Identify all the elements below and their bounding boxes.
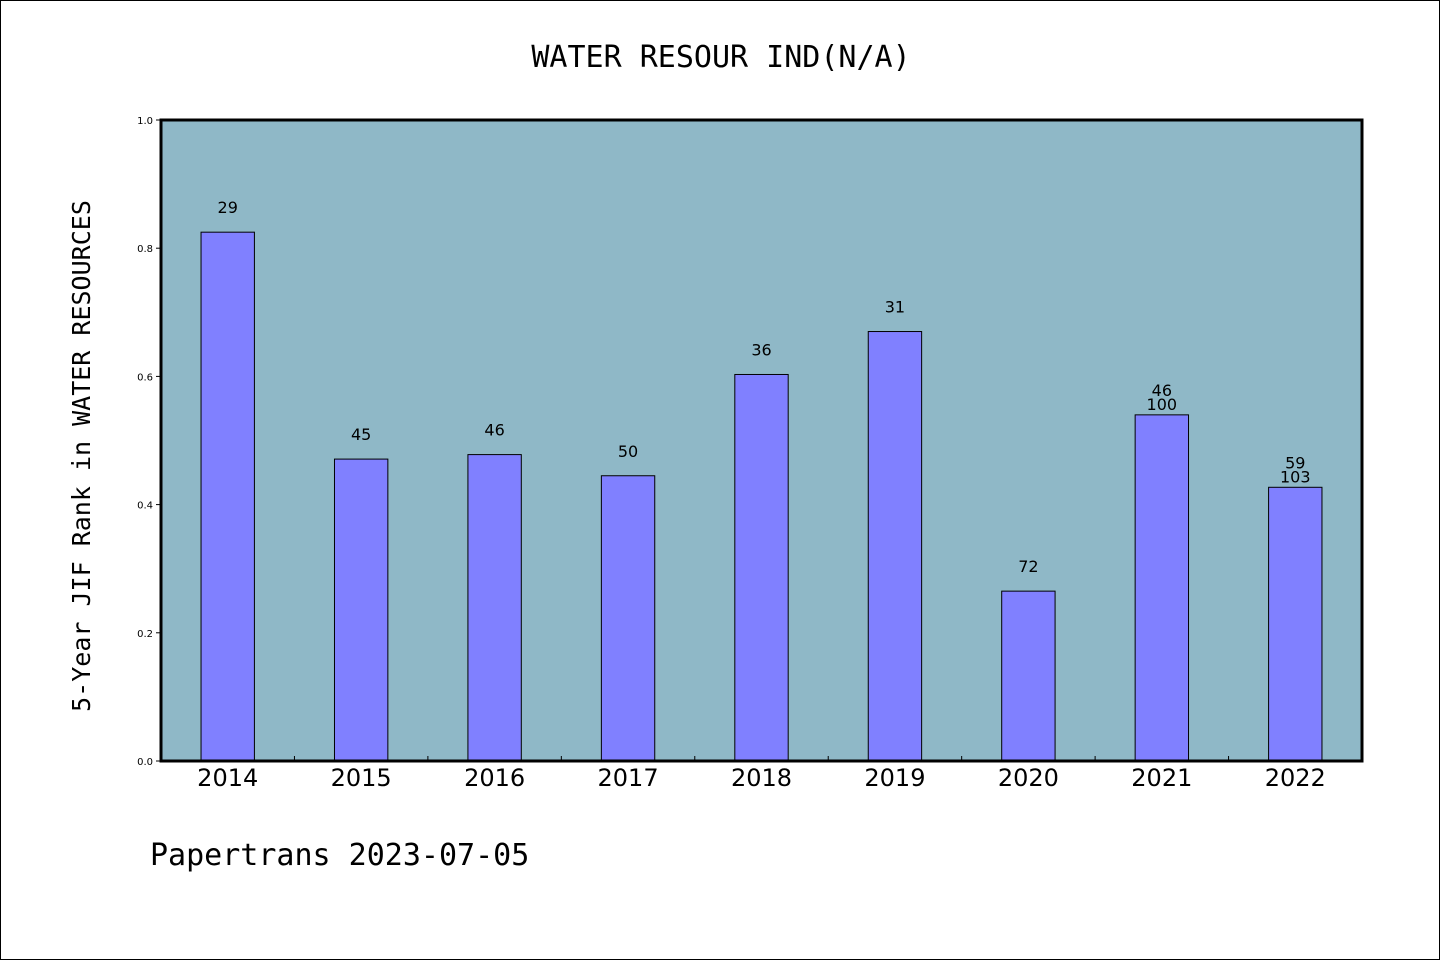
bar-label-2015: 45 — [351, 425, 371, 444]
y-tick-label-3: 0.6 — [137, 372, 153, 383]
bar-2017 — [600, 475, 656, 762]
x-tick-label-2014: 2014 — [197, 764, 258, 792]
bar-label-2020: 72 — [1018, 557, 1038, 576]
y-tick-label-1: 0.2 — [137, 629, 153, 640]
plot-border — [159, 118, 1364, 763]
y-axis-label: 5-Year JIF Rank in WATER RESOURCES — [67, 200, 96, 712]
bar-2020 — [1001, 590, 1056, 762]
bar-label-bottom-2021: 100 — [1147, 395, 1178, 414]
x-axis: 2014 2015 2016 2017 2018 2019 2020 2021 2022 — [197, 756, 1326, 792]
bar-2014 — [200, 231, 255, 762]
x-tick-label-2019: 2019 — [864, 764, 925, 792]
x-tick-label-2016: 2016 — [464, 764, 525, 792]
bar-label-2017: 50 — [618, 442, 638, 461]
bar-label-2018: 36 — [751, 340, 771, 359]
bar-2019 — [867, 331, 923, 762]
bar-label-2019: 31 — [885, 298, 905, 317]
y-tick-label-2: 0.4 — [137, 501, 153, 512]
bar-label-2021: 46 — [1152, 381, 1172, 400]
y-tick-label-5: 1.0 — [137, 116, 153, 127]
footer-text: Papertrans 2023-07-05 — [150, 838, 529, 873]
bar-2016 — [467, 454, 522, 762]
bar-label-bottom-2022: 103 — [1280, 467, 1311, 486]
x-tick-label-2021: 2021 — [1131, 764, 1192, 792]
bar-label-2022: 59 — [1285, 453, 1305, 472]
chart-title: WATER RESOUR IND(N/A) — [531, 40, 910, 75]
bar-label-2016: 46 — [484, 421, 504, 440]
bar-label-2014: 29 — [218, 198, 238, 217]
bar-2021 — [1134, 414, 1190, 762]
x-tick-label-2015: 2015 — [331, 764, 392, 792]
x-tick-label-2022: 2022 — [1265, 764, 1326, 792]
x-tick-label-2020: 2020 — [998, 764, 1059, 792]
bar-2022 — [1268, 486, 1323, 762]
x-tick-label-2017: 2017 — [598, 764, 659, 792]
bar-2018 — [734, 373, 789, 762]
y-axis: 0.0 0.2 0.4 0.6 0.8 1.0 — [137, 116, 161, 768]
y-tick-label-4: 0.8 — [137, 244, 153, 255]
bar-2015 — [333, 458, 389, 762]
y-tick-label-0: 0.0 — [137, 757, 153, 768]
x-tick-label-2018: 2018 — [731, 764, 792, 792]
